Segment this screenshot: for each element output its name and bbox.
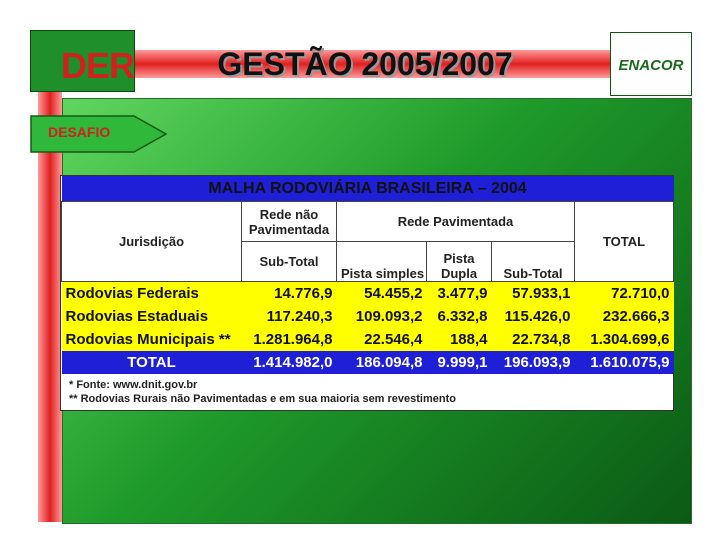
cell: 54.455,2 [336,281,427,305]
cell: 109.093,2 [336,305,427,328]
cell: 117.240,3 [241,305,337,328]
header: Pista Dupla [426,241,492,282]
enacor-logo: ENACOR [610,32,692,96]
cell: 232.666,3 [574,305,674,328]
top-bar [38,50,690,78]
logo-text: ENACOR [618,57,684,74]
cell: 22.734,8 [491,328,575,351]
row-label: TOTAL [61,351,242,374]
total-row: TOTAL 1.414.982,0 186.094,8 9.999,1 196.093,… [61,351,674,374]
table-row: Rodovias Estaduais 117.240,3 109.093,2 6.33… [61,305,674,328]
cell: 1.610.075,9 [574,351,674,374]
header: Jurisdição [61,201,242,282]
cell: 188,4 [426,328,492,351]
header: Sub-Total [491,241,575,282]
header: Rede Pavimentada [336,201,575,242]
row-label: Rodovias Estaduais [61,305,242,328]
table-row: Rodovias Federais 14.776,9 54.455,2 3.477,9… [61,281,674,305]
button-label[interactable]: DESAFIO [48,124,111,140]
footnotes: * Fonte: www.dnit.gov.br ** Rodovias Rura… [61,374,673,410]
row-label: Rodovias Municipais ** [61,328,242,351]
cell: 3.477,9 [426,281,492,305]
cell: 115.426,0 [491,305,575,328]
header: TOTAL [573,201,675,282]
footnote: ** Rodovias Rurais não Pavimentadas e em… [69,393,456,405]
cell: 6.332,8 [426,305,492,328]
cell: 9.999,1 [426,351,492,374]
cell: 1.281.964,8 [241,328,337,351]
cell: 1.304.699,6 [574,328,674,351]
cell: 196.093,9 [491,351,575,374]
cell: 72.710,0 [574,281,674,305]
cell: 1.414.982,0 [241,351,337,374]
table-row: Rodovias Municipais ** 1.281.964,8 22.546,… [61,328,674,351]
footnote: * Fonte: www.dnit.gov.br [69,379,198,391]
logo-text: DER [61,45,135,86]
header: Rede não Pavimentada [241,201,337,242]
cell: 14.776,9 [241,281,337,305]
desafio-button[interactable] [30,115,170,155]
cell: 22.546,4 [336,328,427,351]
row-label: Rodovias Federais [61,281,242,305]
cell: 186.094,8 [336,351,427,374]
slide-title: GESTÃO 2005/2007 [217,46,513,82]
cell: 57.933,1 [491,281,575,305]
data-table: MALHA RODOVIÁRIA BRASILEIRA – 2004 Juris… [60,175,675,411]
header: Sub-Total [241,241,337,282]
table-title: MALHA RODOVIÁRIA BRASILEIRA – 2004 [61,176,674,202]
header: Pista simples [336,241,427,282]
der-logo: DER [30,30,135,92]
